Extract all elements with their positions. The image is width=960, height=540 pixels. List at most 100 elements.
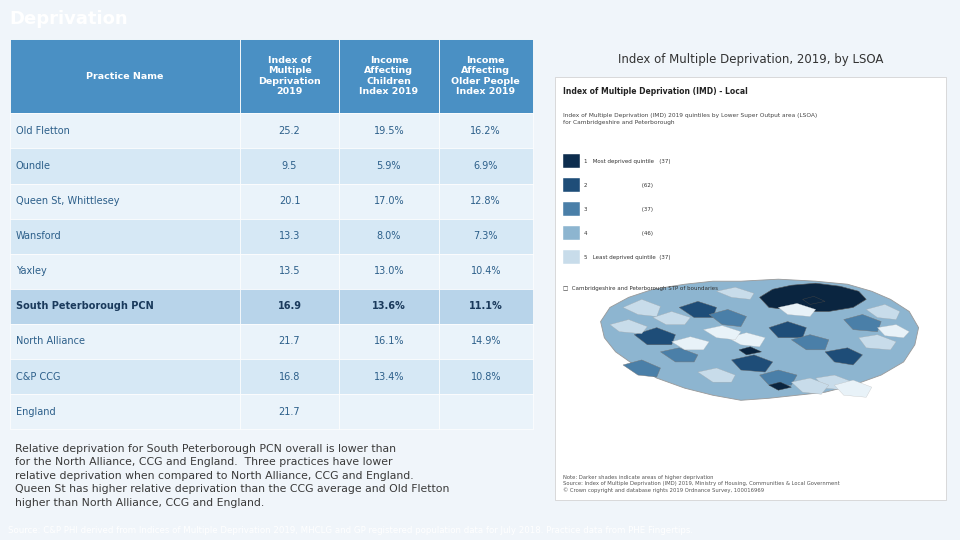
- Polygon shape: [825, 348, 862, 365]
- Bar: [339, 39, 439, 113]
- Text: □  Cambridgeshire and Peterborough STP of boundaries: □ Cambridgeshire and Peterborough STP of…: [564, 286, 718, 292]
- Bar: [10, 394, 240, 429]
- Bar: [339, 219, 439, 254]
- Text: 5.9%: 5.9%: [376, 161, 401, 171]
- Polygon shape: [759, 283, 866, 312]
- Bar: [10, 324, 240, 359]
- Bar: [339, 148, 439, 184]
- Text: 10.8%: 10.8%: [470, 372, 501, 381]
- Text: Index of
Multiple
Deprivation
2019: Index of Multiple Deprivation 2019: [258, 56, 321, 96]
- Bar: [339, 254, 439, 289]
- Text: 12.8%: 12.8%: [470, 196, 501, 206]
- Polygon shape: [704, 326, 741, 340]
- Text: 17.0%: 17.0%: [373, 196, 404, 206]
- Bar: [10, 359, 240, 394]
- Bar: [339, 113, 439, 148]
- Text: 9.5: 9.5: [282, 161, 298, 171]
- Text: Wansford: Wansford: [16, 231, 61, 241]
- Polygon shape: [728, 333, 765, 347]
- Text: 20.1: 20.1: [278, 196, 300, 206]
- Text: 25.2: 25.2: [278, 126, 300, 136]
- Polygon shape: [672, 337, 709, 350]
- Text: 13.3: 13.3: [278, 231, 300, 241]
- Bar: [339, 324, 439, 359]
- Text: 3                               (37): 3 (37): [584, 207, 653, 212]
- Polygon shape: [653, 312, 690, 325]
- Text: 13.6%: 13.6%: [372, 301, 406, 312]
- Polygon shape: [791, 378, 828, 394]
- Text: 16.1%: 16.1%: [373, 336, 404, 347]
- Bar: [10, 148, 240, 184]
- Bar: [10, 254, 240, 289]
- Text: 10.4%: 10.4%: [470, 266, 501, 276]
- Bar: [564, 226, 580, 240]
- Text: Yaxley: Yaxley: [16, 266, 47, 276]
- Bar: [555, 77, 946, 500]
- Text: Source: C&P PHI derived from Indices of Multiple Deprivation 2019, MHCLG and GP : Source: C&P PHI derived from Indices of …: [8, 526, 693, 535]
- Bar: [240, 113, 339, 148]
- Bar: [240, 219, 339, 254]
- Polygon shape: [635, 328, 676, 345]
- Bar: [439, 39, 533, 113]
- Text: 19.5%: 19.5%: [373, 126, 404, 136]
- Bar: [10, 289, 240, 324]
- Polygon shape: [610, 320, 647, 334]
- Text: Deprivation: Deprivation: [10, 10, 129, 28]
- Text: North Alliance: North Alliance: [16, 336, 84, 347]
- Bar: [439, 359, 533, 394]
- Polygon shape: [709, 309, 747, 327]
- Text: 13.5: 13.5: [278, 266, 300, 276]
- Bar: [240, 289, 339, 324]
- Polygon shape: [877, 325, 909, 338]
- Text: Note: Darker shades indicate areas of higher deprivation
Source: Index of Multip: Note: Darker shades indicate areas of hi…: [564, 475, 840, 493]
- Text: 7.3%: 7.3%: [473, 231, 498, 241]
- Polygon shape: [803, 296, 825, 305]
- Text: Practice Name: Practice Name: [86, 72, 163, 80]
- Polygon shape: [623, 299, 660, 316]
- Bar: [10, 113, 240, 148]
- Bar: [240, 39, 339, 113]
- Bar: [10, 184, 240, 219]
- Text: 16.9: 16.9: [277, 301, 301, 312]
- Text: 14.9%: 14.9%: [470, 336, 501, 347]
- Text: 16.8: 16.8: [278, 372, 300, 381]
- Polygon shape: [732, 355, 773, 372]
- Polygon shape: [660, 348, 698, 362]
- Bar: [240, 394, 339, 429]
- Polygon shape: [679, 301, 716, 318]
- Text: 13.4%: 13.4%: [373, 372, 404, 381]
- Text: 8.0%: 8.0%: [376, 231, 401, 241]
- Polygon shape: [716, 287, 754, 299]
- Polygon shape: [698, 368, 735, 382]
- Bar: [339, 359, 439, 394]
- Text: 5   Least deprived quintile  (37): 5 Least deprived quintile (37): [584, 255, 670, 260]
- Bar: [10, 39, 240, 113]
- Polygon shape: [759, 370, 797, 385]
- Polygon shape: [866, 305, 900, 320]
- Text: 13.0%: 13.0%: [373, 266, 404, 276]
- Text: Oundle: Oundle: [16, 161, 51, 171]
- Text: 2                               (62): 2 (62): [584, 183, 653, 188]
- Bar: [10, 219, 240, 254]
- Text: 21.7: 21.7: [278, 407, 300, 416]
- Text: Old Fletton: Old Fletton: [16, 126, 70, 136]
- Polygon shape: [601, 279, 919, 400]
- Polygon shape: [623, 360, 660, 377]
- Text: Relative deprivation for South Peterborough PCN overall is lower than
for the No: Relative deprivation for South Peterboro…: [14, 443, 449, 508]
- Polygon shape: [791, 335, 828, 350]
- Text: 6.9%: 6.9%: [473, 161, 498, 171]
- Bar: [339, 394, 439, 429]
- Text: Index of Multiple Deprivation (IMD) - Local: Index of Multiple Deprivation (IMD) - Lo…: [564, 87, 748, 96]
- Bar: [439, 113, 533, 148]
- Text: Index of Multiple Deprivation (IMD) 2019 quintiles by Lower Super Output area (L: Index of Multiple Deprivation (IMD) 2019…: [564, 113, 817, 125]
- Polygon shape: [816, 375, 853, 390]
- Text: 11.1%: 11.1%: [468, 301, 503, 312]
- Bar: [240, 184, 339, 219]
- Text: C&P CCG: C&P CCG: [16, 372, 60, 381]
- Bar: [240, 254, 339, 289]
- Polygon shape: [844, 314, 881, 332]
- Bar: [439, 184, 533, 219]
- Text: Queen St, Whittlesey: Queen St, Whittlesey: [16, 196, 119, 206]
- Polygon shape: [739, 347, 761, 355]
- Polygon shape: [769, 321, 806, 338]
